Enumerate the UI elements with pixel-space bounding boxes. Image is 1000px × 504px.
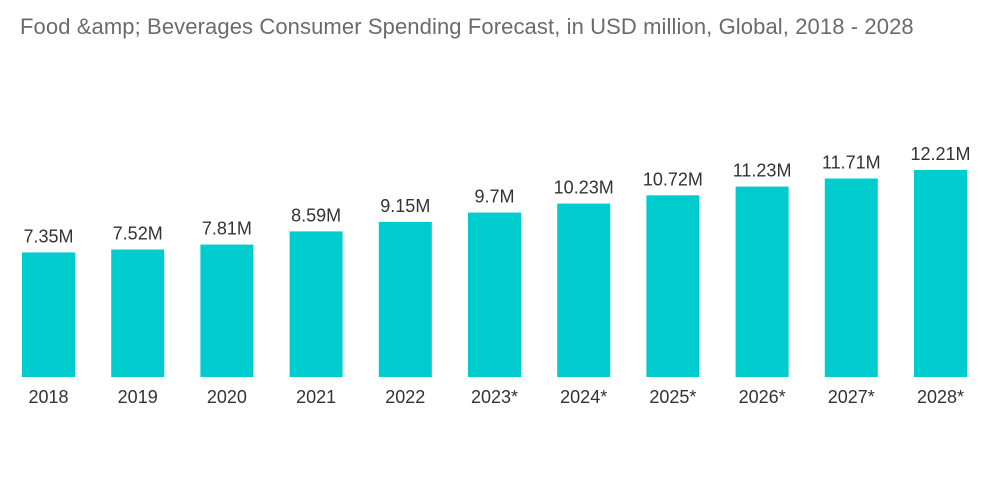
bar-2026-forecast (735, 186, 789, 377)
x-tick-label: 2019 (118, 387, 158, 407)
x-tick-label: 2026* (739, 387, 786, 407)
bar-2021 (289, 231, 343, 377)
chart-title: Food &amp; Beverages Consumer Spending F… (20, 14, 914, 39)
data-label: 7.81M (202, 219, 252, 239)
bar-2023-forecast (468, 212, 521, 377)
x-tick-label: 2020 (207, 387, 247, 407)
bar-2024-forecast (557, 203, 611, 377)
data-label: 10.23M (554, 178, 614, 198)
x-tick-label: 2028* (917, 387, 964, 407)
data-label: 10.72M (643, 169, 703, 189)
x-tick-label: 2022 (385, 387, 425, 407)
x-tick-label: 2024* (560, 387, 607, 407)
data-label: 12.21M (910, 144, 970, 164)
bar-2027-forecast (824, 178, 878, 377)
bars-layer (22, 170, 967, 377)
data-label: 9.7M (474, 187, 514, 207)
data-label: 11.71M (822, 153, 881, 173)
x-tick-label: 2027* (828, 387, 875, 407)
data-label: 7.35M (23, 226, 73, 246)
x-tick-label: 2023* (471, 387, 518, 407)
bar-2028-forecast (914, 170, 967, 377)
x-tick-label: 2018 (28, 387, 68, 407)
bar-2022 (378, 221, 432, 377)
bar-2018 (22, 252, 75, 377)
value-labels-layer: 7.35M 7.52M 7.81M 8.59M 9.15M 9.7M 10.23M 10.72… (23, 144, 970, 246)
bar-2020 (200, 244, 254, 377)
x-tick-label: 2021 (296, 387, 336, 407)
data-label: 7.52M (113, 224, 163, 244)
data-label: 9.15M (380, 196, 430, 216)
bar-2025-forecast (646, 195, 700, 377)
bar-2019 (111, 249, 165, 377)
x-tick-label: 2025* (649, 387, 696, 407)
x-axis-tick-labels: 2018 2019 2020 2021 2022 2023* 2024* 2025* 2026*… (28, 387, 964, 407)
data-label: 8.59M (291, 205, 341, 225)
data-label: 11.23M (733, 161, 792, 181)
